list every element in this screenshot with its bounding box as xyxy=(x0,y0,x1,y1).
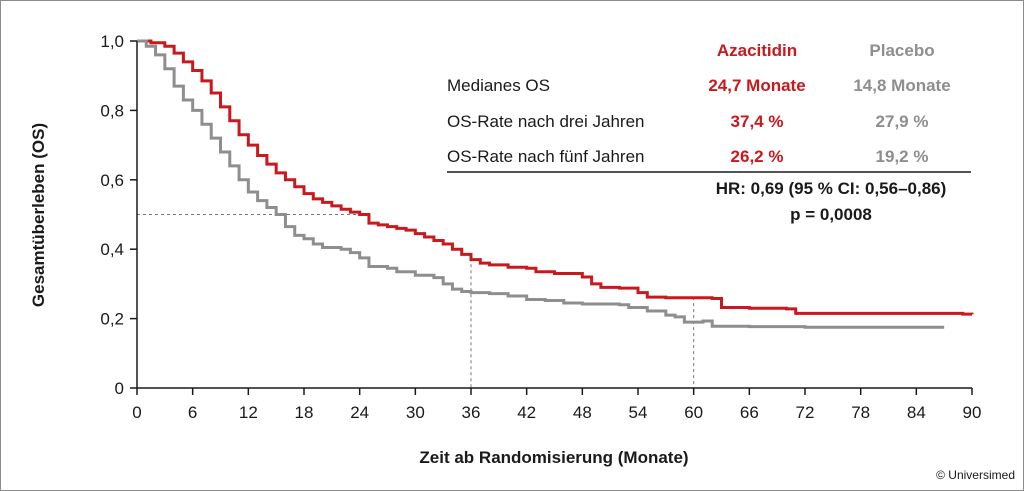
y-tick-label: 0,2 xyxy=(100,310,124,329)
x-tick-label: 18 xyxy=(295,403,314,422)
table-row-label: OS-Rate nach drei Jahren xyxy=(447,112,645,131)
x-tick-label: 78 xyxy=(851,403,870,422)
table-header-placebo: Placebo xyxy=(869,41,934,60)
y-ticks: 0 0,2 0,4 0,6 0,8 1,0 xyxy=(100,32,137,398)
series-line-placebo xyxy=(137,39,945,329)
survival-curves xyxy=(137,39,974,329)
copyright-notice: © Universimed xyxy=(936,468,1015,482)
x-tick-label: 72 xyxy=(796,403,815,422)
table-cell-placebo: 19,2 % xyxy=(876,147,929,166)
table-cell-placebo: 27,9 % xyxy=(876,112,929,131)
legend-table: Azacitidin Placebo Medianes OS 24,7 Mona… xyxy=(447,41,971,224)
x-tick-label: 84 xyxy=(907,403,926,422)
table-cell-azacitidin: 37,4 % xyxy=(731,112,784,131)
x-tick-label: 42 xyxy=(517,403,536,422)
x-tick-label: 6 xyxy=(188,403,197,422)
y-tick-label: 0,4 xyxy=(100,240,124,259)
y-tick-label: 0 xyxy=(115,379,124,398)
reference-lines xyxy=(137,214,695,388)
table-cell-azacitidin: 24,7 Monate xyxy=(708,76,805,95)
x-tick-label: 30 xyxy=(406,403,425,422)
x-tick-label: 90 xyxy=(963,403,982,422)
p-value: p = 0,0008 xyxy=(790,205,872,224)
table-row-label: Medianes OS xyxy=(447,76,550,95)
hazard-ratio: HR: 0,69 (95 % CI: 0,56–0,86) xyxy=(716,179,947,198)
series-line-azacitidin xyxy=(137,39,974,316)
y-axis-title: Gesamtüberleben (OS) xyxy=(29,123,48,307)
x-tick-label: 0 xyxy=(132,403,141,422)
x-axis-title: Zeit ab Randomisierung (Monate) xyxy=(419,448,688,467)
y-tick-label: 1,0 xyxy=(100,32,124,51)
x-tick-label: 66 xyxy=(740,403,759,422)
x-tick-label: 12 xyxy=(239,403,258,422)
x-tick-label: 48 xyxy=(573,403,592,422)
table-header-azacitidin: Azacitidin xyxy=(717,41,797,60)
x-tick-label: 24 xyxy=(350,403,369,422)
y-tick-label: 0,6 xyxy=(100,171,124,190)
x-tick-label: 36 xyxy=(462,403,481,422)
axes xyxy=(136,41,972,389)
table-row-label: OS-Rate nach fünf Jahren xyxy=(447,147,645,166)
x-tick-label: 60 xyxy=(684,403,703,422)
table-cell-azacitidin: 26,2 % xyxy=(731,147,784,166)
x-tick-label: 54 xyxy=(629,403,648,422)
x-ticks: 0 6 12 18 24 30 36 42 48 54 60 66 72 78 84 90 xyxy=(132,388,981,422)
table-cell-placebo: 14,8 Monate xyxy=(853,76,950,95)
y-tick-label: 0,8 xyxy=(100,101,124,120)
